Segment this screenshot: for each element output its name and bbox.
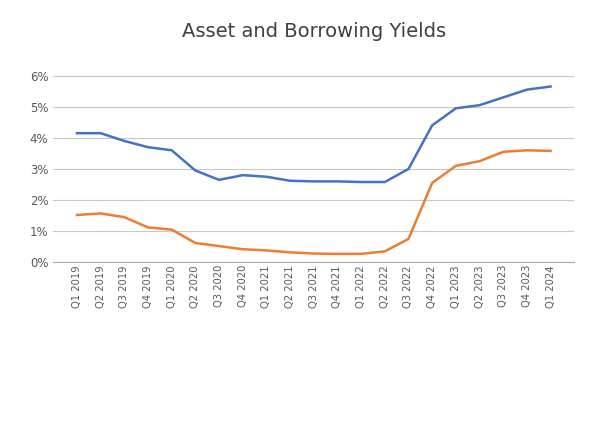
Borrowing Yield (452, 163, 459, 168)
Asset Yield (287, 178, 294, 183)
Borrowing Yield (263, 248, 270, 253)
Asset Yield (192, 168, 199, 173)
Asset Yield (215, 177, 223, 182)
Borrowing Yield (310, 251, 317, 256)
Asset Yield (405, 166, 412, 171)
Borrowing Yield (239, 247, 246, 252)
Borrowing Yield (73, 212, 81, 217)
Borrowing Yield (287, 250, 294, 255)
Borrowing Yield (547, 148, 554, 154)
Asset Yield (263, 174, 270, 179)
Asset Yield (168, 148, 175, 153)
Asset Yield (310, 179, 317, 184)
Asset Yield (358, 179, 365, 184)
Asset Yield (381, 179, 388, 184)
Asset Yield (452, 106, 459, 111)
Borrowing Yield (523, 148, 530, 153)
Borrowing Yield (121, 214, 128, 220)
Asset Yield (73, 131, 81, 136)
Title: Asset and Borrowing Yields: Asset and Borrowing Yields (182, 22, 446, 41)
Borrowing Yield (334, 251, 341, 256)
Borrowing Yield (168, 227, 175, 232)
Borrowing Yield (192, 240, 199, 245)
Borrowing Yield (144, 225, 152, 230)
Line: Borrowing Yield: Borrowing Yield (77, 150, 551, 254)
Legend: Asset Yield, Borrowing Yield: Asset Yield, Borrowing Yield (179, 421, 448, 423)
Borrowing Yield (358, 251, 365, 256)
Borrowing Yield (500, 149, 507, 154)
Asset Yield (121, 138, 128, 143)
Line: Asset Yield: Asset Yield (77, 87, 551, 182)
Borrowing Yield (381, 249, 388, 254)
Borrowing Yield (405, 236, 412, 242)
Asset Yield (334, 179, 341, 184)
Borrowing Yield (476, 159, 483, 164)
Asset Yield (97, 131, 104, 136)
Asset Yield (500, 95, 507, 100)
Asset Yield (429, 123, 436, 128)
Asset Yield (144, 145, 152, 150)
Asset Yield (523, 87, 530, 92)
Borrowing Yield (215, 244, 223, 249)
Asset Yield (476, 103, 483, 108)
Borrowing Yield (97, 211, 104, 216)
Asset Yield (239, 173, 246, 178)
Asset Yield (547, 84, 554, 89)
Borrowing Yield (429, 180, 436, 185)
